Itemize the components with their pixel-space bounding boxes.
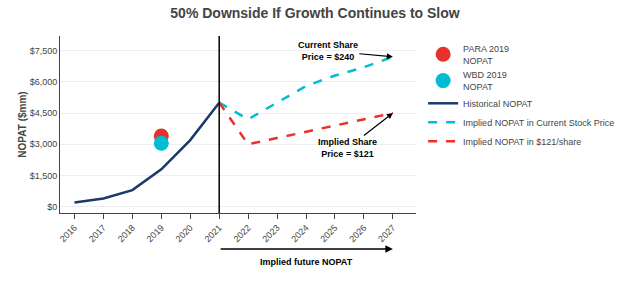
svg-text:PARA 2019NOPAT: PARA 2019NOPAT <box>463 44 509 66</box>
svg-text:$1,500: $1,500 <box>30 171 58 181</box>
svg-text:2018: 2018 <box>116 223 137 244</box>
svg-text:2016: 2016 <box>58 223 79 244</box>
svg-text:2019: 2019 <box>145 223 166 244</box>
svg-text:WBD 2019NOPAT: WBD 2019NOPAT <box>463 70 507 92</box>
svg-text:$4,500: $4,500 <box>30 108 58 118</box>
svg-text:$3,000: $3,000 <box>30 139 58 149</box>
svg-text:2017: 2017 <box>87 223 108 244</box>
svg-text:Implied NOPAT in Current Stock: Implied NOPAT in Current Stock Price <box>463 118 614 128</box>
svg-text:$6,000: $6,000 <box>30 77 58 87</box>
svg-text:Implied NOPAT in $121/share: Implied NOPAT in $121/share <box>463 137 581 147</box>
svg-text:Historical NOPAT: Historical NOPAT <box>463 99 533 109</box>
svg-text:Implied future NOPAT: Implied future NOPAT <box>260 257 353 267</box>
svg-text:2027: 2027 <box>376 223 397 244</box>
svg-text:2020: 2020 <box>174 223 195 244</box>
svg-text:Implied SharePrice = $121: Implied SharePrice = $121 <box>318 137 377 159</box>
svg-text:$7,500: $7,500 <box>30 46 58 56</box>
svg-text:2022: 2022 <box>231 223 252 244</box>
svg-text:2024: 2024 <box>289 223 310 244</box>
svg-text:2023: 2023 <box>260 223 281 244</box>
svg-text:$0: $0 <box>47 202 57 212</box>
svg-text:NOPAT ($mm): NOPAT ($mm) <box>17 91 28 157</box>
svg-text:2025: 2025 <box>318 223 339 244</box>
svg-text:2021: 2021 <box>203 223 224 244</box>
svg-text:Current SharePrice = $240: Current SharePrice = $240 <box>298 40 358 62</box>
svg-text:50% Downside If Growth Continu: 50% Downside If Growth Continues to Slow <box>170 5 459 21</box>
svg-text:2026: 2026 <box>347 223 368 244</box>
